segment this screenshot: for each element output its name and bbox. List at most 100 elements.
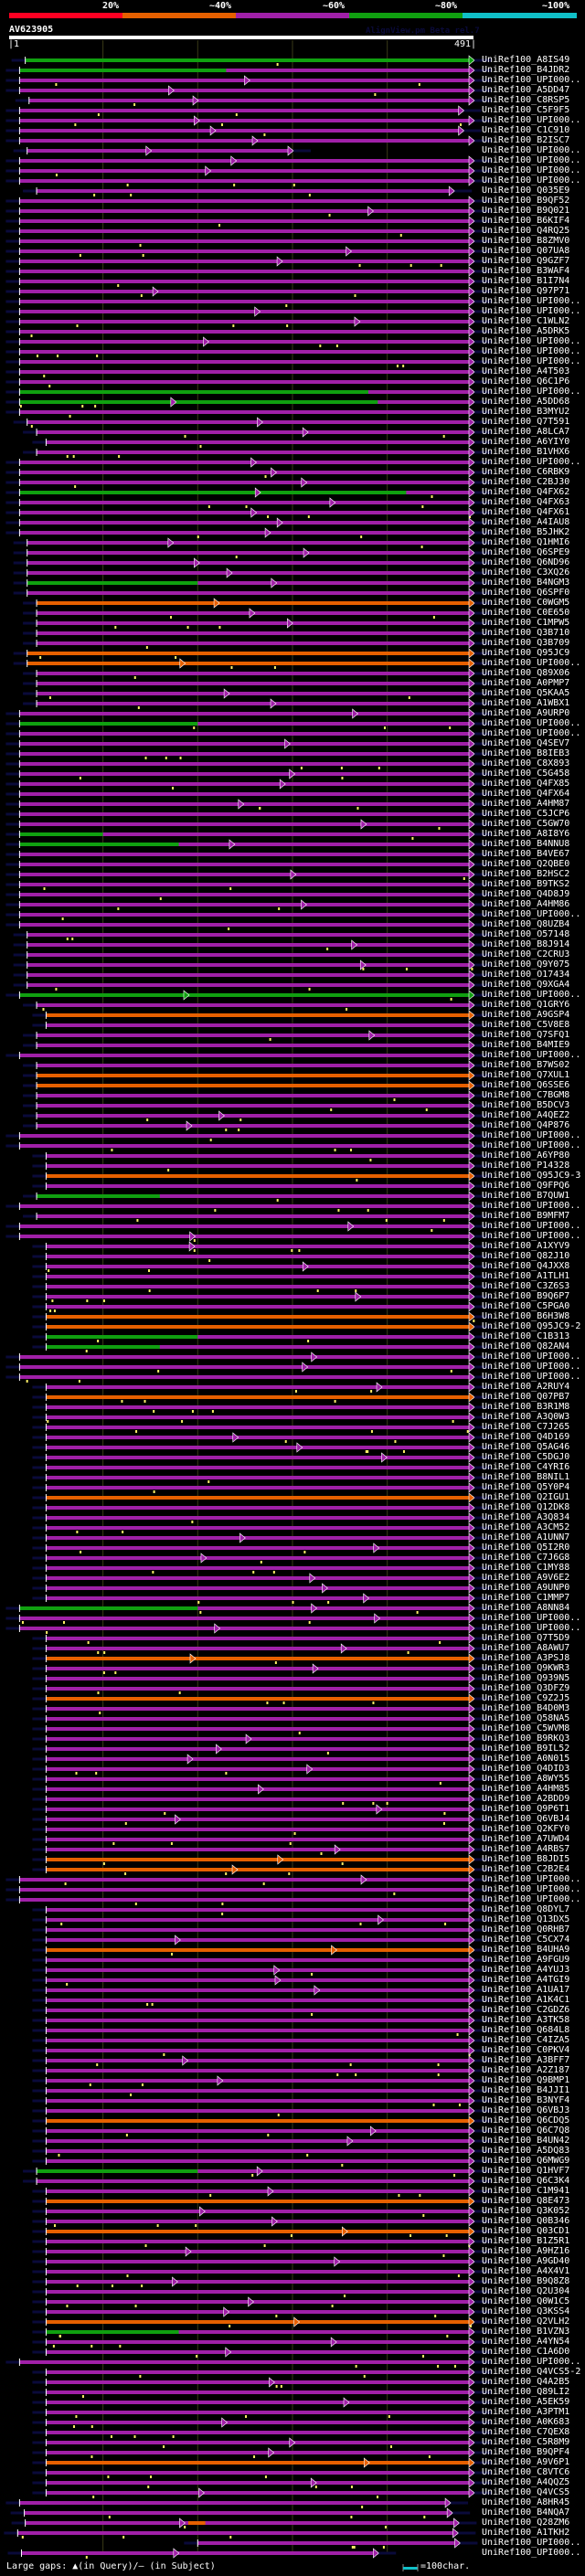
hit-label[interactable]: UniRef100_Q035E9 <box>482 186 570 196</box>
hit-bar[interactable] <box>46 2390 474 2394</box>
hit-label[interactable]: UniRef100_O17434 <box>482 970 570 980</box>
hit-bar[interactable] <box>37 1114 473 1118</box>
hit-bar[interactable] <box>19 1144 473 1148</box>
hit-label[interactable]: UniRef100_A8HR45 <box>482 2497 570 2507</box>
hit-label[interactable]: UniRef100_Q7T5D9 <box>482 1633 570 1643</box>
hit-bar[interactable] <box>46 2149 474 2153</box>
hit-bar[interactable] <box>46 2159 474 2163</box>
hit-bar[interactable] <box>19 69 473 72</box>
hit-bar[interactable] <box>46 1174 474 1178</box>
hit-label[interactable]: UniRef100_A3Q834 <box>482 1512 570 1522</box>
hit-bar[interactable] <box>46 1385 474 1389</box>
hit-bar[interactable] <box>19 159 473 163</box>
hit-bar[interactable] <box>19 782 473 786</box>
hit-bar[interactable] <box>46 2421 474 2424</box>
hit-bar[interactable] <box>46 1486 474 1489</box>
hit-label[interactable]: UniRef100_UPI000.. <box>482 457 581 467</box>
hit-label[interactable]: UniRef100_A9FGU9 <box>482 1955 570 1965</box>
hit-bar[interactable] <box>46 1275 474 1278</box>
hit-bar[interactable] <box>19 722 473 726</box>
hit-bar[interactable] <box>46 2200 474 2203</box>
hit-bar[interactable] <box>27 973 473 977</box>
hit-label[interactable]: UniRef100_B8IEB3 <box>482 748 570 758</box>
hit-bar[interactable] <box>19 249 473 253</box>
hit-label[interactable]: UniRef100_B9TKS2 <box>482 879 570 889</box>
hit-label[interactable]: UniRef100_Q12DK8 <box>482 1502 570 1512</box>
hit-bar[interactable] <box>19 1617 473 1620</box>
hit-label[interactable]: UniRef100_C3XQ26 <box>482 567 570 578</box>
hit-label[interactable]: UniRef100_B8ZMV0 <box>482 236 570 246</box>
hit-label[interactable]: UniRef100_A2Z187 <box>482 2065 570 2075</box>
hit-bar[interactable] <box>46 1466 474 1469</box>
hit-bar[interactable] <box>19 832 473 836</box>
hit-label[interactable]: UniRef100_Q1HMI6 <box>482 537 570 547</box>
hit-label[interactable]: UniRef100_Q6ND96 <box>482 557 570 567</box>
hit-bar[interactable] <box>19 270 473 273</box>
hit-bar[interactable] <box>46 1757 474 1761</box>
hit-label[interactable]: UniRef100_Q7XUL1 <box>482 1070 570 1080</box>
hit-bar[interactable] <box>19 873 473 876</box>
hit-bar[interactable] <box>19 501 473 504</box>
hit-label[interactable]: UniRef100_A4T503 <box>482 366 570 376</box>
hit-label[interactable]: UniRef100_B4D0M3 <box>482 1703 570 1713</box>
hit-label[interactable]: UniRef100_A1XYV9 <box>482 1241 570 1251</box>
hit-label[interactable]: UniRef100_UPI000.. <box>482 1894 581 1904</box>
hit-bar[interactable] <box>46 2491 474 2495</box>
hit-bar[interactable] <box>19 903 473 906</box>
hit-label[interactable]: UniRef100_C5GW70 <box>482 819 570 829</box>
hit-bar[interactable] <box>46 1536 474 1540</box>
hit-bar[interactable] <box>27 571 473 575</box>
hit-bar[interactable] <box>37 2169 473 2173</box>
hit-label[interactable]: UniRef100_Q0B346 <box>482 2216 570 2226</box>
hit-label[interactable]: UniRef100_Q6SPF0 <box>482 588 570 598</box>
hit-bar[interactable] <box>19 843 473 846</box>
hit-bar[interactable] <box>19 320 473 323</box>
hit-bar[interactable] <box>46 2461 474 2465</box>
hit-bar[interactable] <box>19 350 473 354</box>
hit-label[interactable]: UniRef100_UPI000.. <box>482 1623 581 1633</box>
hit-label[interactable]: UniRef100_A4X4V1 <box>482 2266 570 2276</box>
hit-bar[interactable] <box>46 1998 474 2002</box>
hit-bar[interactable] <box>27 953 473 957</box>
hit-bar[interactable] <box>37 451 473 454</box>
hit-bar[interactable] <box>37 621 473 625</box>
hit-bar[interactable] <box>19 370 473 374</box>
hit-bar[interactable] <box>46 1727 474 1731</box>
hit-label[interactable]: UniRef100_UPI000.. <box>482 1874 581 1884</box>
hit-bar[interactable] <box>19 109 463 112</box>
hit-label[interactable]: UniRef100_C7J265 <box>482 1422 570 1432</box>
hit-bar[interactable] <box>37 672 473 675</box>
hit-label[interactable]: UniRef100_UPI000.. <box>482 1221 581 1231</box>
hit-bar[interactable] <box>19 883 473 886</box>
hit-bar[interactable] <box>46 2119 474 2123</box>
hit-bar[interactable] <box>46 1305 474 1309</box>
hit-label[interactable]: UniRef100_A2BDD9 <box>482 1794 570 1804</box>
hit-bar[interactable] <box>46 2471 474 2475</box>
hit-bar[interactable] <box>46 2069 474 2072</box>
hit-label[interactable]: UniRef100_C2GDZ6 <box>482 2005 570 2015</box>
hit-label[interactable]: UniRef100_Q4RQ25 <box>482 226 570 236</box>
hit-label[interactable]: UniRef100_A1K4C1 <box>482 1995 570 2005</box>
hit-bar[interactable] <box>19 310 473 313</box>
hit-bar[interactable] <box>37 631 473 635</box>
hit-bar[interactable] <box>19 239 473 243</box>
hit-label[interactable]: UniRef100_A9UNP0 <box>482 1583 570 1593</box>
hit-label[interactable]: UniRef100_Q58NA5 <box>482 1713 570 1723</box>
hit-label[interactable]: UniRef100_Q9FPQ6 <box>482 1181 570 1191</box>
hit-label[interactable]: UniRef100_C5F9F5 <box>482 105 570 115</box>
hit-bar[interactable] <box>19 772 473 776</box>
hit-bar[interactable] <box>46 1295 474 1299</box>
hit-label[interactable]: UniRef100_UPI000.. <box>482 1613 581 1623</box>
hit-label[interactable]: UniRef100_Q3K052 <box>482 2206 570 2216</box>
hit-bar[interactable] <box>19 290 473 293</box>
hit-label[interactable]: UniRef100_UPI000.. <box>482 1372 581 1382</box>
hit-bar[interactable] <box>46 1968 474 1972</box>
hit-label[interactable]: UniRef100_B4UHA9 <box>482 1945 570 1955</box>
hit-label[interactable]: UniRef100_C1B313 <box>482 1331 570 1341</box>
hit-bar[interactable] <box>27 551 473 555</box>
hit-label[interactable]: UniRef100_C3Z6S3 <box>482 1281 570 1291</box>
hit-label[interactable]: UniRef100_UPI000.. <box>482 1130 581 1140</box>
hit-label[interactable]: UniRef100_A3Q0W3 <box>482 1412 570 1422</box>
hit-label[interactable]: UniRef100_Q0W1C5 <box>482 2296 570 2306</box>
hit-label[interactable]: UniRef100_C5V8E8 <box>482 1020 570 1030</box>
